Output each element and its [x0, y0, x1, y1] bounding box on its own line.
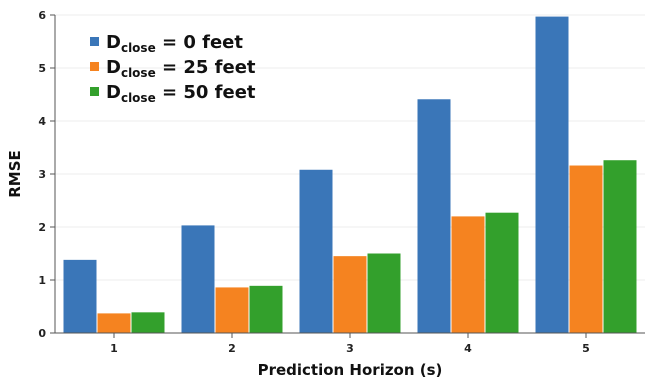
bar-series-1-cat-0 [97, 313, 131, 333]
bar-series-1-cat-2 [333, 256, 367, 333]
bar-series-1-cat-4 [569, 165, 603, 333]
y-tick-label-5: 5 [38, 62, 46, 75]
y-tick-label-2: 2 [38, 221, 46, 234]
bar-series-0-cat-0 [63, 259, 97, 333]
tick-labels: 0 1 2 3 4 5 6 1 2 3 4 5 [38, 9, 589, 355]
bar-series-0-cat-2 [299, 169, 333, 333]
bar-series-2-cat-0 [131, 312, 165, 333]
axes [50, 14, 645, 338]
x-tick-label-4: 5 [582, 342, 590, 355]
legend-swatch-0 [90, 37, 99, 46]
bar-series-2-cat-3 [485, 212, 519, 333]
y-tick-label-4: 4 [38, 115, 46, 128]
bar-series-0-cat-3 [417, 99, 451, 334]
x-tick-label-3: 4 [464, 342, 472, 355]
y-tick-label-6: 6 [38, 9, 46, 22]
bar-series-2-cat-2 [367, 253, 401, 333]
bar-series-2-cat-4 [603, 160, 637, 333]
y-tick-label-0: 0 [38, 327, 46, 340]
legend-label-1: Dclose = 25 feet [106, 57, 256, 80]
y-tick-label-1: 1 [38, 274, 46, 287]
legend-label-2: Dclose = 50 feet [106, 82, 256, 105]
bar-series-1-cat-1 [215, 287, 249, 333]
legend-swatch-1 [90, 62, 99, 71]
x-tick-label-0: 1 [110, 342, 118, 355]
y-axis-title: RMSE [6, 150, 24, 198]
legend-swatch-2 [90, 87, 99, 96]
legend-label-0: Dclose = 0 feet [106, 32, 243, 55]
x-tick-label-1: 2 [228, 342, 236, 355]
x-axis-title: Prediction Horizon (s) [258, 361, 443, 379]
bars [63, 16, 637, 334]
x-tick-label-2: 3 [346, 342, 354, 355]
bar-series-2-cat-1 [249, 285, 283, 333]
bar-series-0-cat-1 [181, 225, 215, 333]
bar-series-1-cat-3 [451, 216, 485, 333]
y-tick-label-3: 3 [38, 168, 46, 181]
bar-series-0-cat-4 [535, 16, 569, 334]
